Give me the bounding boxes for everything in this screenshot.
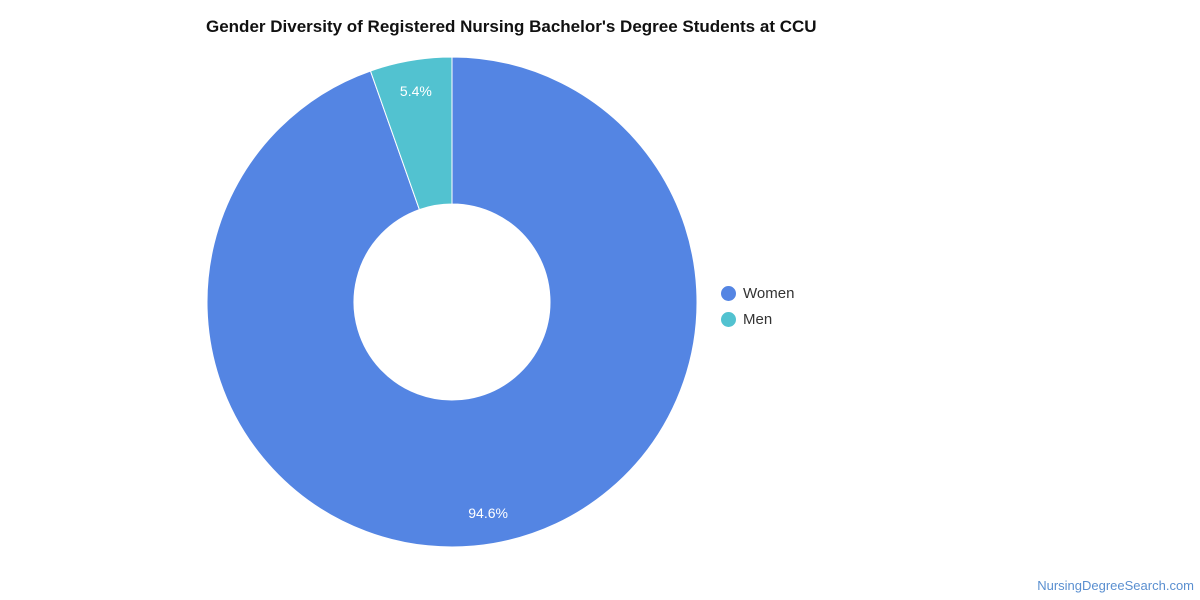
legend-swatch-men <box>721 311 736 327</box>
legend-label-women: Women <box>743 284 795 302</box>
data-label-men: 5.4% <box>400 83 432 99</box>
chart-title: Gender Diversity of Registered Nursing B… <box>206 17 817 36</box>
legend-swatch-women <box>721 285 736 301</box>
slices-group <box>206 56 698 548</box>
legend-label-men: Men <box>743 310 773 328</box>
legend-item-men[interactable]: Men <box>721 306 794 332</box>
legend-item-women[interactable]: Women <box>721 280 794 306</box>
data-label-women: 94.6% <box>468 505 508 521</box>
data-labels-group: 94.6% 5.4% <box>400 83 508 521</box>
footer-credit-link[interactable]: NursingDegreeSearch.com <box>1037 578 1194 593</box>
slice-men[interactable] <box>369 56 453 211</box>
legend: Women Men <box>721 280 794 332</box>
slice-women[interactable] <box>206 56 698 548</box>
